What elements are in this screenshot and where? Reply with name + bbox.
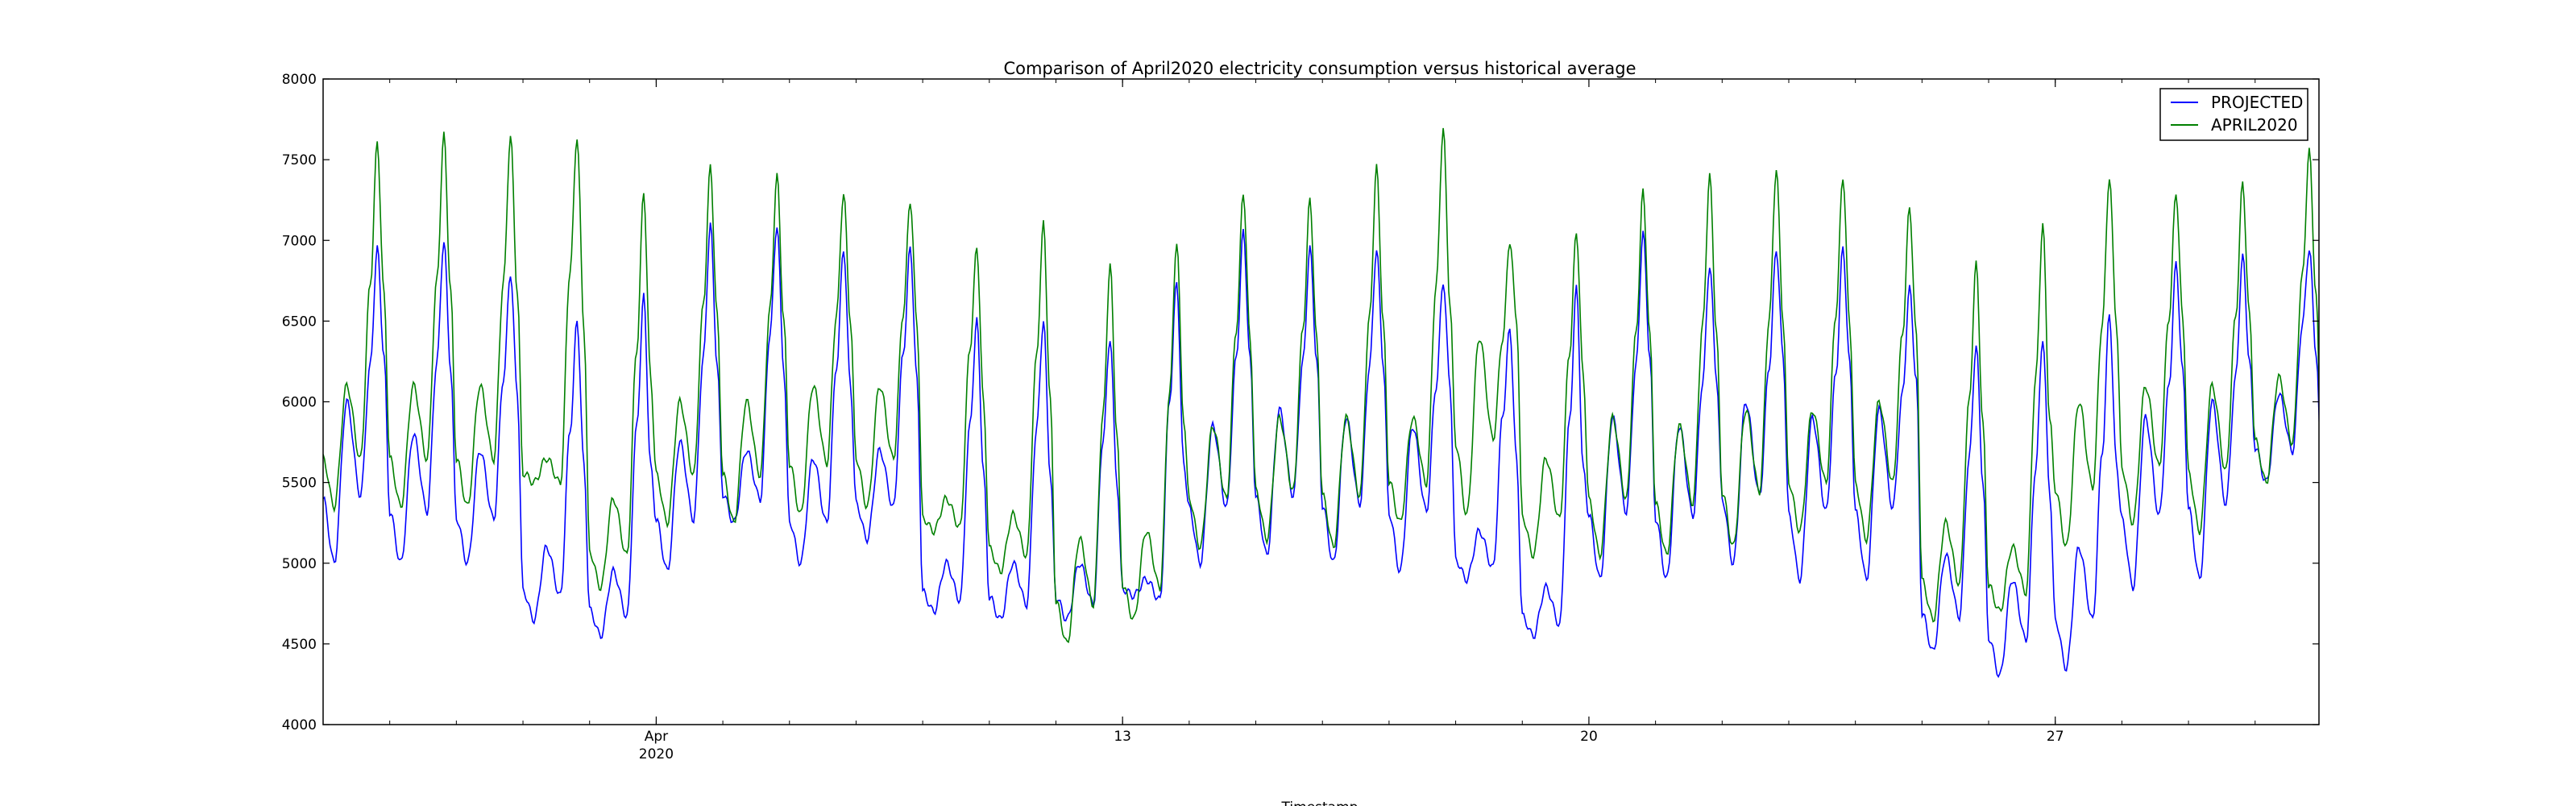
y-tick-label: 4000 xyxy=(282,717,317,733)
y-tick-label: 7500 xyxy=(282,152,317,168)
series-line-april2020 xyxy=(323,127,2319,644)
series-line-projected xyxy=(323,222,2319,679)
x-tick-label: 20 xyxy=(1580,729,1598,745)
y-tick-label: 7000 xyxy=(282,233,317,249)
x-axis-label: Timestamp xyxy=(1281,800,1359,806)
x-tick-label: 13 xyxy=(1114,729,1131,745)
plot-frame xyxy=(322,78,2320,725)
legend: PROJECTED APRIL2020 xyxy=(2159,88,2308,141)
y-tick-label: 6000 xyxy=(282,395,317,411)
legend-label: APRIL2020 xyxy=(2211,115,2298,135)
y-axis: 4000 4500 5000 5500 6000 6500 7000 7500 8000 xyxy=(282,72,2319,733)
x-tick-label: 27 xyxy=(2047,729,2064,745)
chart-title: Comparison of April2020 electricity cons… xyxy=(1003,59,1636,78)
y-tick-label: 5500 xyxy=(282,476,317,492)
y-tick-label: 5000 xyxy=(282,556,317,572)
legend-label: PROJECTED xyxy=(2211,93,2303,112)
x-tick-label: Apr xyxy=(645,729,668,745)
y-tick-label: 6500 xyxy=(282,314,317,330)
legend-box xyxy=(2159,88,2308,141)
y-tick-label: 4500 xyxy=(282,637,317,653)
y-tick-label: 8000 xyxy=(282,72,317,88)
x-tick-sublabel: 2020 xyxy=(639,746,674,762)
